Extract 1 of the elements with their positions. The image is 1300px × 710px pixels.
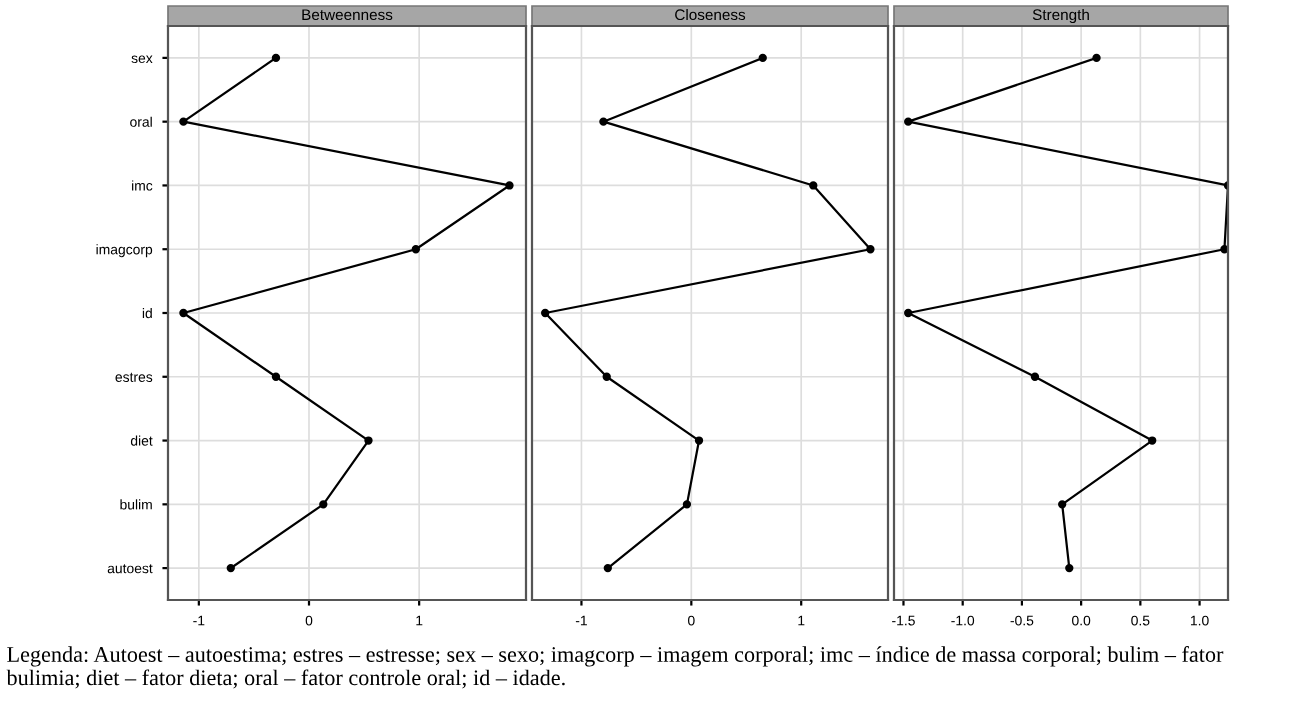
text: Legenda: Autoest – autoestima; estres – estresse; sex – sexo; imagcorp – imagem corporal; imc – índice de massa corporal; bulim – fator bulimia; diet – fator dieta; oral – fator controle oral; id – idade. <box>6 646 1224 689</box>
